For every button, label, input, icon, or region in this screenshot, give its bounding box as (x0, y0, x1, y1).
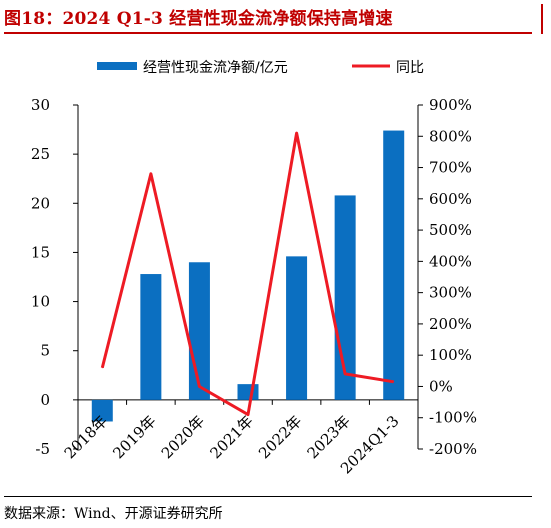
y-left-tick-label: 30 (31, 96, 50, 114)
title-rule (4, 32, 532, 34)
y-left-tick-label: 0 (40, 391, 50, 409)
y-right-tick-label: 0% (429, 377, 453, 395)
bar (383, 130, 405, 400)
line-point (296, 132, 298, 134)
y-left-tick-label: -5 (35, 440, 50, 458)
y-right-tick-label: 400% (429, 252, 472, 270)
figure-title: 图18：2024 Q1-3 经营性现金流净额保持高增速 (4, 9, 393, 29)
y-right-tick-label: -200% (429, 440, 477, 458)
adjacent-panel-edge (541, 4, 551, 34)
legend-label-line: 同比 (396, 60, 424, 76)
line-point (344, 373, 346, 375)
y-right-tick-label: 100% (429, 346, 472, 364)
source-note: 数据来源：Wind、开源证券研究所 (4, 506, 223, 522)
y-right-tick-label: 300% (429, 284, 472, 302)
line-point (198, 385, 200, 387)
bar-series (91, 130, 405, 422)
bar (286, 256, 308, 400)
bar (91, 399, 113, 422)
x-tick-label: 2019年 (109, 412, 159, 462)
bar (237, 384, 259, 400)
y-right-tick-label: 600% (429, 190, 472, 208)
bar (188, 262, 210, 400)
y-right-tick-label: -100% (429, 409, 477, 427)
y-right-tick-label: 700% (429, 159, 472, 177)
y-left-tick-label: 20 (31, 194, 50, 212)
x-tick-label: 2020年 (158, 412, 208, 462)
x-tick-label: 2022年 (255, 412, 305, 462)
legend-swatch-bar (97, 62, 137, 70)
legend: 经营性现金流净额/亿元 同比 (97, 60, 424, 76)
legend-label-bar: 经营性现金流净额/亿元 (143, 60, 288, 76)
bar (140, 274, 162, 400)
y-right-tick-label: 500% (429, 221, 472, 239)
line-point (393, 381, 395, 383)
x-tick-label: 2018年 (61, 412, 111, 462)
y-right-tick-label: 800% (429, 127, 472, 145)
line-series (100, 131, 395, 417)
footer-rule (4, 496, 532, 497)
y-left-tick-label: 25 (31, 145, 50, 163)
y-left-tick-label: 5 (40, 342, 50, 360)
y-left-tick-label: 15 (31, 243, 50, 261)
line-point (150, 173, 152, 175)
y-left-tick-label: 10 (31, 293, 50, 311)
line-point (247, 414, 249, 416)
x-tick-label: 2021年 (206, 412, 256, 462)
axes: -5 0 5 10 15 20 25 30 -200% -100% 0% 100% 200% 300% 40… (31, 96, 477, 458)
y-right-tick-label: 900% (429, 96, 472, 114)
line-point (101, 367, 103, 369)
y-right-tick-label: 200% (429, 315, 472, 333)
